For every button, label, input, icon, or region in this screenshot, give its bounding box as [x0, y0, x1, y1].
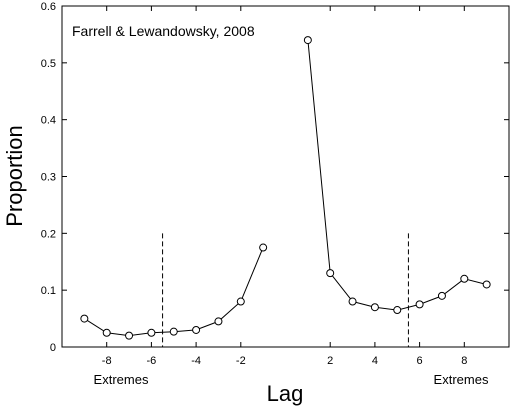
series-line-negative-lags: [84, 247, 264, 337]
series-line-positive-lags: [307, 40, 487, 311]
x-axis-ticks: -8 -6 -4 -2 2 4 6 8: [102, 6, 467, 367]
y-tick-label: 0.3: [41, 172, 56, 184]
x-tick-label: 8: [461, 355, 467, 367]
extremes-label-right: Extremes: [434, 372, 489, 387]
x-tick-label: -4: [191, 355, 201, 367]
data-point: [326, 269, 335, 278]
y-axis-label: Proportion: [2, 125, 27, 227]
data-point: [437, 291, 446, 300]
x-tick-label: -8: [102, 355, 112, 367]
data-point: [147, 328, 156, 337]
data-point: [80, 314, 89, 323]
data-point: [236, 297, 245, 306]
x-tick-label: 6: [417, 355, 423, 367]
x-tick-label: 4: [372, 355, 378, 367]
data-point: [169, 327, 178, 336]
data-point: [393, 306, 402, 315]
data-point: [415, 300, 424, 309]
chart-annotation: Farrell & Lewandowsky, 2008: [72, 23, 255, 39]
data-point: [259, 243, 268, 252]
y-tick-label: 0.4: [41, 115, 56, 127]
data-point: [348, 297, 357, 306]
y-tick-label: 0.1: [41, 285, 56, 297]
x-tick-label: -2: [236, 355, 246, 367]
data-point: [192, 325, 201, 334]
y-tick-label: 0.6: [41, 1, 56, 13]
x-axis-label: Lag: [267, 381, 304, 406]
extreme-boundary-lines: [162, 233, 409, 347]
data-series: [80, 36, 491, 340]
y-axis-ticks: 0 0.1 0.2 0.3 0.4 0.5 0.6: [41, 1, 509, 354]
data-point: [303, 36, 312, 45]
y-tick-label: 0: [50, 342, 56, 354]
extremes-label-left: Extremes: [94, 372, 149, 387]
x-tick-label: 2: [327, 355, 333, 367]
data-point: [370, 303, 379, 312]
data-point: [482, 280, 491, 289]
y-tick-label: 0.2: [41, 228, 56, 240]
data-point: [214, 317, 223, 326]
x-tick-label: -6: [147, 355, 157, 367]
y-tick-label: 0.5: [41, 58, 56, 70]
data-point: [102, 328, 111, 337]
data-point: [460, 274, 469, 283]
data-point: [125, 331, 134, 340]
